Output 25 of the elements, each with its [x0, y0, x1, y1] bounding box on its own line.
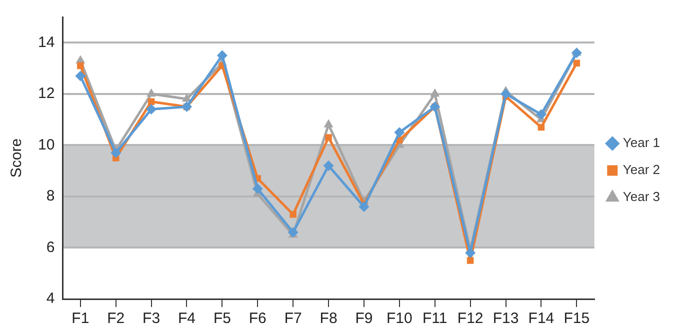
- legend-label: Year 3: [622, 189, 660, 204]
- x-tick-label: F14: [528, 310, 554, 328]
- x-tick-label: F12: [457, 310, 484, 328]
- y-tick-label: 10: [38, 136, 55, 154]
- x-tick-label: F10: [386, 310, 412, 328]
- x-tick-label: F8: [320, 310, 338, 328]
- x-tick-label: F2: [107, 310, 125, 328]
- y-tick-label: 14: [38, 34, 55, 51]
- y-tick-label: 6: [46, 238, 55, 256]
- x-tick-label: F3: [142, 310, 160, 328]
- x-tick-label: F15: [564, 310, 590, 328]
- y-tick-label: 4: [46, 290, 55, 308]
- legend-label: Year 2: [622, 162, 660, 178]
- x-tick-label: F9: [355, 310, 373, 328]
- x-tick-label: F1: [72, 310, 90, 328]
- x-tick-label: F6: [248, 310, 266, 328]
- x-tick-label: F5: [213, 310, 231, 328]
- y-tick-label: 12: [38, 85, 55, 102]
- x-tick-label: F11: [422, 310, 448, 328]
- x-tick-label: F13: [492, 310, 519, 328]
- legend-label: Year 1: [622, 135, 660, 150]
- y-tick-label: 8: [46, 188, 55, 205]
- y-axis-title: Score: [8, 138, 26, 178]
- x-tick-label: F7: [284, 310, 302, 328]
- x-tick-label: F4: [178, 310, 196, 328]
